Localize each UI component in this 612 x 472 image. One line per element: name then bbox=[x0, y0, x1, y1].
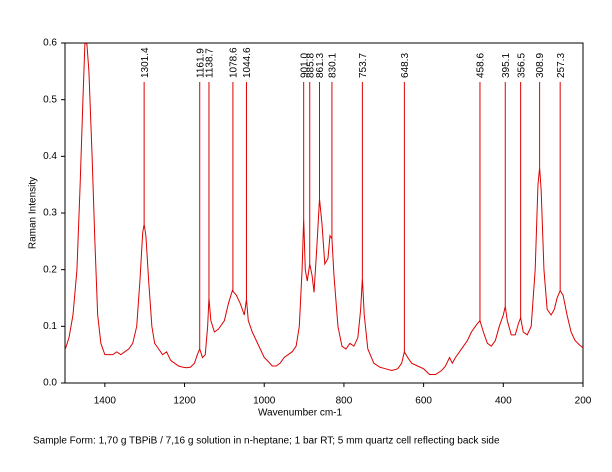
y-tick-label: 0.6 bbox=[43, 38, 57, 49]
x-axis-label: Wavenumber cm-1 bbox=[258, 408, 343, 419]
peak-label: 861.3 bbox=[315, 53, 326, 78]
peak-label: 1301.4 bbox=[140, 47, 151, 78]
peak-label: 1044.6 bbox=[242, 47, 253, 78]
peak-label: 753.7 bbox=[358, 53, 369, 78]
y-tick-label: 0.0 bbox=[43, 378, 57, 389]
y-tick-label: 0.5 bbox=[43, 94, 57, 105]
y-tick-label: 0.4 bbox=[43, 151, 57, 162]
peak-label: 1078.6 bbox=[229, 47, 240, 78]
peak-label: 356.5 bbox=[516, 53, 527, 78]
x-tick-label: 400 bbox=[495, 396, 512, 407]
x-tick-label: 800 bbox=[336, 396, 353, 407]
x-tick-label: 600 bbox=[415, 396, 432, 407]
x-tick-label: 1400 bbox=[94, 396, 117, 407]
x-tick-label: 1000 bbox=[253, 396, 276, 407]
peak-label: 885.8 bbox=[305, 53, 316, 78]
peak-label: 395.1 bbox=[501, 53, 512, 78]
footnote: Sample Form: 1,70 g TBPiB / 7,16 g solut… bbox=[33, 436, 500, 447]
peak-label: 257.3 bbox=[556, 53, 567, 78]
peak-label: 458.6 bbox=[476, 53, 487, 78]
peak-label: 648.3 bbox=[400, 53, 411, 78]
x-tick-label: 200 bbox=[575, 396, 592, 407]
peak-label: 1161.9 bbox=[195, 48, 206, 78]
spectrum-line bbox=[65, 43, 583, 375]
y-tick-label: 0.3 bbox=[43, 208, 57, 219]
peak-label: 1138.7 bbox=[205, 48, 216, 78]
y-axis-label: Raman Intensity bbox=[28, 177, 39, 249]
y-tick-label: 0.2 bbox=[43, 264, 57, 275]
y-tick-label: 0.1 bbox=[43, 321, 57, 332]
peak-label: 830.1 bbox=[328, 53, 339, 78]
peak-label: 308.9 bbox=[535, 53, 546, 78]
peak-label: 901.0 bbox=[299, 53, 310, 78]
x-tick-label: 1200 bbox=[173, 396, 196, 407]
